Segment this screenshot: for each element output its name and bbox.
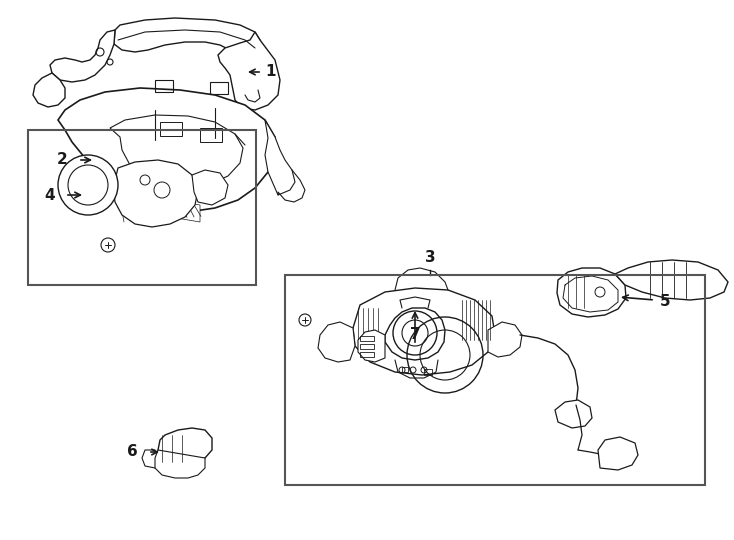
Polygon shape — [598, 437, 638, 470]
Polygon shape — [615, 260, 728, 300]
Polygon shape — [114, 18, 260, 52]
Text: 6: 6 — [127, 444, 138, 460]
Text: 4: 4 — [44, 187, 55, 202]
Polygon shape — [158, 428, 212, 462]
Circle shape — [58, 155, 118, 215]
Bar — [285, 275, 705, 485]
Polygon shape — [58, 88, 275, 212]
Text: 1: 1 — [265, 64, 275, 79]
Polygon shape — [557, 268, 626, 317]
Bar — [424, 369, 432, 375]
Polygon shape — [118, 190, 200, 222]
Polygon shape — [110, 115, 243, 188]
Polygon shape — [353, 288, 495, 375]
Polygon shape — [555, 400, 592, 428]
Text: 7: 7 — [410, 327, 421, 342]
Bar — [360, 336, 374, 341]
Bar — [28, 130, 256, 285]
Polygon shape — [50, 30, 115, 82]
Polygon shape — [192, 170, 228, 205]
Text: 5: 5 — [660, 294, 671, 309]
Polygon shape — [318, 322, 355, 362]
Polygon shape — [265, 120, 295, 195]
Polygon shape — [33, 73, 65, 107]
Polygon shape — [113, 160, 198, 227]
Polygon shape — [385, 308, 445, 360]
Bar — [160, 122, 182, 136]
Polygon shape — [358, 330, 385, 362]
Polygon shape — [218, 32, 280, 110]
Polygon shape — [155, 450, 205, 478]
Bar — [360, 352, 374, 357]
Bar — [200, 128, 222, 142]
Text: 2: 2 — [57, 152, 68, 167]
Bar — [360, 344, 374, 349]
Bar — [210, 82, 228, 94]
Text: 3: 3 — [425, 250, 435, 265]
Bar — [402, 367, 408, 372]
Polygon shape — [488, 322, 522, 357]
Bar — [155, 80, 173, 92]
